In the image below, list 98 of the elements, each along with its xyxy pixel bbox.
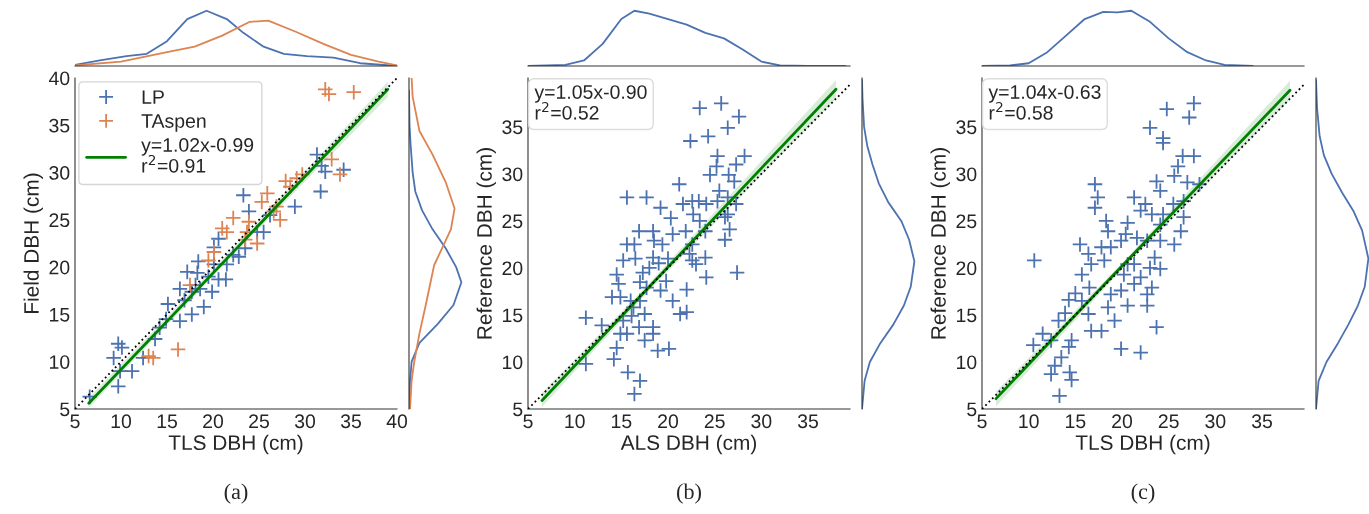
y-tick-label: 5 — [967, 402, 977, 417]
point — [195, 298, 212, 316]
point — [110, 378, 127, 395]
y-tick-label: 35 — [49, 118, 70, 133]
point — [189, 264, 206, 282]
point — [323, 151, 340, 168]
y-tick-label: 25 — [49, 213, 70, 228]
x-axis-title: TLS DBH (cm) — [1075, 434, 1210, 455]
point — [171, 312, 189, 330]
y-tick-label: 10 — [50, 355, 70, 369]
point — [255, 223, 272, 241]
x-tick-label: 30 — [751, 414, 772, 429]
x-tick-label: 25 — [704, 414, 725, 429]
point — [331, 166, 349, 183]
y-tick-label: 20 — [49, 260, 70, 275]
point — [317, 81, 334, 98]
y-axis-title: Field DBH (cm) — [23, 173, 43, 313]
point — [217, 271, 235, 288]
text: (b) — [677, 483, 701, 504]
x-tick-label: 35 — [1251, 414, 1272, 429]
x-tick-label: 10 — [111, 414, 132, 429]
x-tick-label: 40 — [386, 414, 408, 429]
point — [345, 83, 362, 101]
x-tick-label: 5 — [70, 414, 80, 429]
y-tick-label: 35 — [956, 120, 977, 135]
x-axis-title: TLS DBH (cm) — [168, 434, 303, 455]
y-tick-label: 15 — [50, 308, 70, 322]
point — [317, 163, 334, 180]
y-tick-label: 25 — [502, 214, 523, 229]
point — [179, 263, 196, 281]
point — [312, 183, 329, 200]
x-tick-label: 25 — [249, 414, 269, 429]
legend-label: y=1.02x-0.99 r$^{2}$=0.91 — [141, 138, 254, 173]
point — [265, 203, 282, 220]
x-tick-label: 5 — [977, 414, 987, 429]
y-axis-title: Reference DBH (cm) — [930, 148, 950, 339]
x-tick-label: 20 — [1112, 414, 1133, 429]
y-tick-label: 30 — [49, 166, 70, 180]
y-tick-label: 30 — [502, 167, 523, 182]
y-tick-label: 30 — [956, 167, 977, 182]
y-tick-label: 5 — [513, 402, 523, 417]
x-tick-label: 5 — [523, 414, 533, 429]
point — [320, 85, 338, 103]
x-tick-label: 10 — [565, 414, 585, 429]
point — [235, 187, 252, 204]
y-tick-label: 20 — [502, 261, 523, 276]
x-tick-label: 15 — [1066, 414, 1086, 429]
y-tick-label: 15 — [957, 308, 977, 323]
point — [190, 253, 207, 270]
point — [171, 280, 189, 298]
y-tick-label: 10 — [503, 355, 523, 370]
legend-label: LP — [142, 90, 164, 104]
point — [145, 349, 162, 367]
x-tick-label: 15 — [612, 414, 632, 429]
point — [203, 283, 221, 300]
point — [225, 209, 242, 227]
y-tick-label: 10 — [957, 355, 977, 370]
y-tick-label: 40 — [48, 71, 70, 86]
point — [271, 211, 289, 229]
point — [286, 198, 304, 215]
y-tick-label: 20 — [956, 261, 977, 276]
point — [261, 206, 279, 224]
x-tick-label: 35 — [797, 414, 818, 429]
point — [181, 276, 199, 294]
point — [123, 362, 141, 380]
point — [335, 161, 352, 178]
y-tick-label: 25 — [956, 214, 977, 229]
text: (a) — [224, 483, 248, 504]
point — [110, 335, 127, 352]
x-tick-label: 20 — [203, 414, 224, 429]
x-tick-label: 25 — [1158, 414, 1179, 429]
annotation: y=1.05x-0.90 r$^{2}$=0.52 — [534, 85, 647, 120]
point — [140, 347, 157, 365]
point — [218, 223, 235, 241]
x-tick-label: 35 — [340, 414, 361, 429]
point — [183, 306, 201, 323]
point — [237, 231, 254, 248]
legend-label: TAspen — [141, 114, 206, 132]
point — [200, 268, 217, 285]
point — [294, 166, 311, 183]
x-axis-title: ALS DBH (cm) — [620, 434, 756, 455]
y-axis-title: Reference DBH (cm) — [476, 148, 496, 339]
y-tick-label: 15 — [503, 308, 523, 323]
x-tick-label: 20 — [658, 414, 679, 429]
x-tick-label: 30 — [1205, 414, 1226, 429]
point — [214, 220, 231, 237]
y-tick-label: 5 — [60, 402, 70, 417]
x-tick-label: 10 — [1019, 414, 1039, 429]
annotation: y=1.04x-0.63 r$^{2}$=0.58 — [988, 85, 1101, 120]
point — [248, 235, 266, 252]
x-tick-label: 15 — [157, 414, 177, 429]
point — [169, 341, 187, 358]
y-tick-label: 35 — [502, 120, 523, 135]
point — [159, 295, 177, 313]
x-tick-label: 30 — [294, 414, 316, 429]
point — [240, 213, 258, 230]
point — [268, 198, 285, 215]
text: (c) — [1131, 483, 1155, 504]
